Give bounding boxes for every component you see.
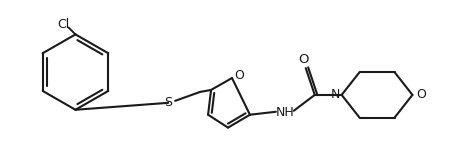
Text: O: O: [234, 69, 243, 82]
Text: Cl: Cl: [57, 18, 69, 31]
Text: N: N: [330, 88, 340, 101]
Text: S: S: [164, 96, 172, 109]
Text: O: O: [298, 53, 308, 66]
Text: O: O: [415, 88, 425, 101]
Text: NH: NH: [275, 106, 294, 119]
